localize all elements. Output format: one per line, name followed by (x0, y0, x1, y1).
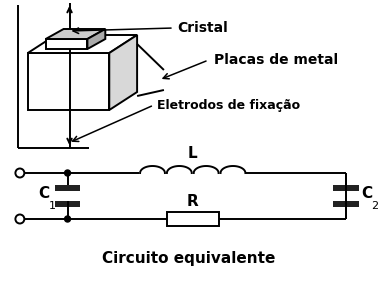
Polygon shape (46, 29, 105, 39)
Polygon shape (28, 53, 109, 110)
Text: L: L (188, 146, 198, 161)
Bar (167, 212, 218, 226)
Bar (55, 185, 81, 191)
Polygon shape (87, 29, 105, 49)
Text: R: R (187, 194, 199, 209)
Bar (333, 185, 359, 191)
Text: Eletrodos de fixação: Eletrodos de fixação (157, 98, 300, 111)
Text: Cristal: Cristal (177, 21, 228, 35)
Text: C: C (39, 187, 50, 201)
Polygon shape (109, 35, 137, 110)
Text: 2: 2 (372, 201, 379, 211)
Bar (333, 201, 359, 207)
Bar (55, 201, 81, 207)
Circle shape (65, 216, 71, 222)
Polygon shape (46, 39, 87, 49)
Polygon shape (28, 35, 137, 53)
Text: C: C (362, 187, 373, 201)
Circle shape (16, 214, 24, 223)
Text: Placas de metal: Placas de metal (214, 53, 338, 67)
Text: 1: 1 (49, 201, 56, 211)
Text: Circuito equivalente: Circuito equivalente (102, 251, 276, 265)
Circle shape (65, 170, 71, 176)
Circle shape (16, 168, 24, 178)
